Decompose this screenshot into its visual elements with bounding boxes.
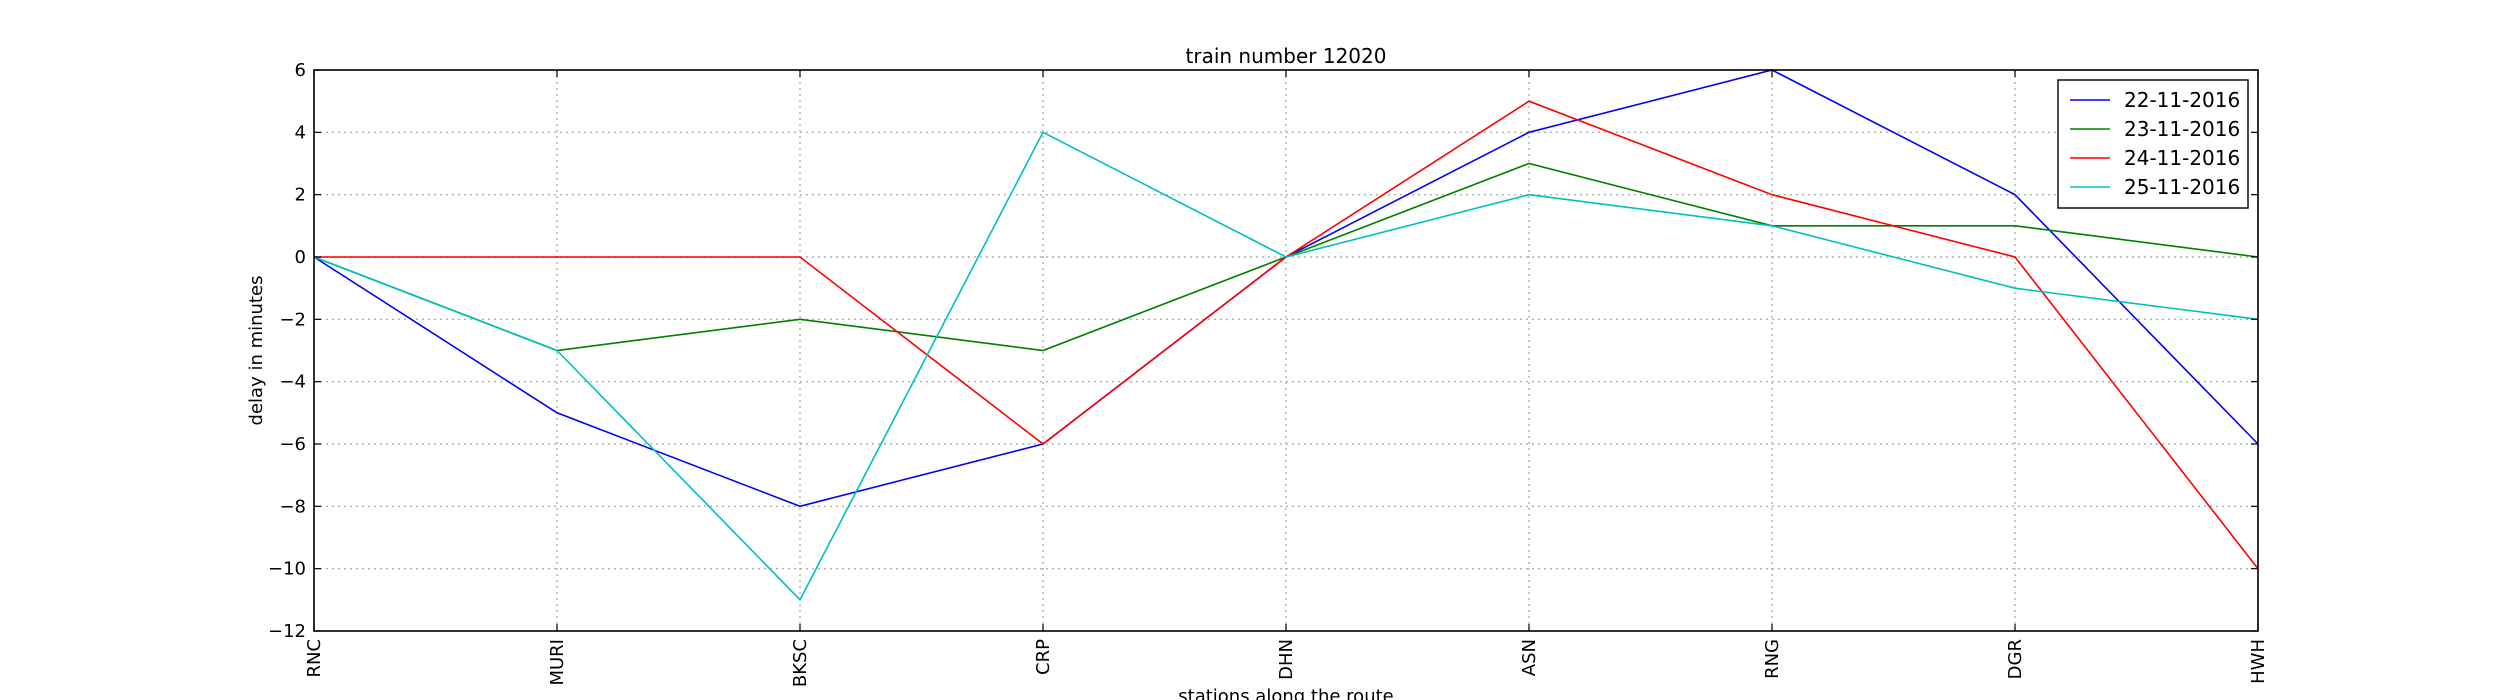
x-tick-label: RNC [304, 639, 325, 678]
y-tick-label: −8 [279, 496, 306, 517]
x-tick-label: CRP [1033, 639, 1054, 675]
y-tick-label: −12 [268, 621, 306, 642]
legend-label: 23-11-2016 [2124, 117, 2240, 141]
x-tick-label: ASN [1519, 639, 1540, 676]
x-tick-label: DGR [2005, 639, 2026, 679]
y-tick-label: 0 [295, 247, 306, 268]
x-tick-label: DHN [1276, 639, 1297, 680]
legend: 22-11-2016 23-11-2016 24-11-2016 25-11-2016 [2057, 79, 2249, 209]
y-axis-label: delay in minutes [246, 276, 267, 426]
y-tick-label: −10 [268, 559, 306, 580]
series-line-22-11-2016 [313, 69, 2259, 508]
y-tick-label: −4 [279, 372, 306, 393]
x-tick-label: HWH [2248, 639, 2269, 684]
series-line-25-11-2016 [313, 131, 2259, 602]
x-tick-label: RNG [1762, 639, 1783, 679]
y-tick-label: 2 [295, 185, 306, 206]
y-tick-label: −2 [279, 309, 306, 330]
x-tick-label: MURI [547, 639, 568, 686]
chart-title: train number 12020 [1186, 44, 1387, 68]
y-tick-label: −6 [279, 434, 306, 455]
legend-label: 24-11-2016 [2124, 146, 2240, 170]
legend-label: 22-11-2016 [2124, 88, 2240, 112]
series-lines [313, 69, 2259, 602]
grid-lines [314, 70, 2258, 631]
x-tick-label: BKSC [790, 639, 811, 687]
x-axis-label: stations along the route [1178, 686, 1393, 700]
y-tick-label: 4 [295, 122, 306, 143]
axis-ticks: RNC MURI BKSC CRP DHN ASN RNG DGR HWH −12 −10 −8 −6 −… [268, 60, 2269, 687]
y-tick-label: 6 [295, 60, 306, 81]
legend-label: 25-11-2016 [2124, 175, 2240, 199]
